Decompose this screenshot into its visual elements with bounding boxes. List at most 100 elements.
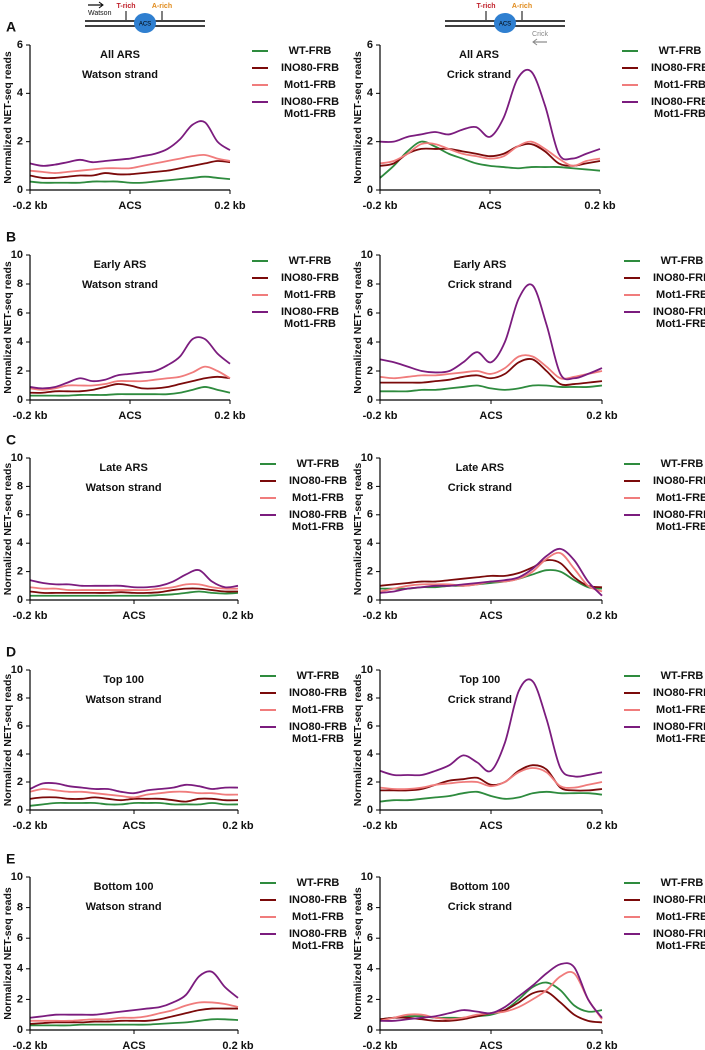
legend-entry: INO80-FRB [624,475,705,487]
legend-label: Mot1-FRB [656,492,705,504]
legend-swatch [624,675,640,677]
x-tick-label: 0.2 kb [222,820,253,832]
legend-label: Mot1-FRB [656,911,705,923]
legend-swatch [624,882,640,884]
legend-label: INO80-FRB [288,475,348,487]
x-tick-label: -0.2 kb [13,1040,48,1050]
x-tick-label: ACS [118,410,141,422]
legend-swatch [260,514,276,516]
legend-swatch [624,463,640,465]
y-tick-label: 2 [17,365,23,377]
chart-subtitle: Crick strand [447,69,511,81]
legend: WT-FRB INO80-FRB Mot1-FRB INO80-FRB Mot1-FR… [252,255,346,335]
crick-diagram [445,11,565,46]
series-line [29,153,231,174]
y-axis-label: Normalized NET-seq reads [352,463,364,596]
x-tick-label: -0.2 kb [363,200,398,212]
x-tick-label: -0.2 kb [363,410,398,422]
x-tick-label: -0.2 kb [13,610,48,622]
series-line [29,336,231,390]
series-line [30,1018,239,1027]
legend-swatch [622,101,638,103]
legend-swatch [260,709,276,711]
legend-swatch [260,882,276,884]
y-tick-label: 6 [367,39,373,51]
y-tick-label: 4 [17,748,24,760]
y-tick-label: 8 [17,278,23,290]
series-line [379,981,603,1021]
y-tick-label: 8 [367,278,373,290]
legend-swatch [260,916,276,918]
legend-swatch [252,260,268,262]
y-tick-label: 0 [367,804,373,816]
legend-entry: INO80-FRB Mot1-FRB [624,721,705,745]
legend-label: INO80-FRB Mot1-FRB [650,96,705,120]
legend-swatch [260,692,276,694]
legend-swatch [252,277,268,279]
legend-swatch [624,311,640,313]
chart-subtitle: Crick strand [448,279,512,291]
strand-label: Crick [532,31,548,38]
series-line [380,764,603,792]
legend-entry: Mot1-FRB [260,704,354,716]
y-tick-label: 0 [367,1024,373,1036]
legend-label: INO80-FRB Mot1-FRB [288,928,348,952]
strand-label: Watson [88,10,112,17]
chart-title: Bottom 100 [94,881,154,893]
plot [379,68,601,179]
plot [379,678,603,803]
strand-arrow-head [98,1,104,9]
legend: WT-FRB INO80-FRB Mot1-FRB INO80-FRB Mot1-FR… [624,255,705,335]
plot [29,336,231,397]
series-line [29,970,239,1019]
series-line [29,569,239,589]
x-tick-label: 0.2 kb [586,820,617,832]
legend-entry: WT-FRB [260,458,354,470]
x-tick-label: ACS [122,610,145,622]
y-axis-label: Normalized NET-seq reads [2,463,14,596]
y-tick-label: 10 [11,871,23,883]
series-line [29,583,239,592]
y-tick-label: 10 [11,664,23,676]
legend: WT-FRB INO80-FRB Mot1-FRB INO80-FRB Mot1-FR… [624,877,705,957]
y-tick-label: 0 [17,184,23,196]
legend-entry: WT-FRB [624,458,705,470]
legend: WT-FRB INO80-FRB Mot1-FRB INO80-FRB Mot1-FR… [260,458,354,538]
plot [29,781,239,807]
series-line [29,788,239,799]
series-line [379,283,603,381]
chart-subtitle: Watson strand [82,279,158,291]
legend-label: WT-FRB [660,877,704,889]
plot [379,283,603,393]
legend-swatch [260,726,276,728]
chart-subtitle: Watson strand [82,69,158,81]
y-tick-label: 4 [367,963,374,975]
series-line [29,796,239,803]
legend-label: INO80-FRB [652,894,705,906]
y-tick-label: 10 [11,249,23,261]
legend-label: INO80-FRB [280,272,340,284]
legend-entry: WT-FRB [624,670,705,682]
y-tick-label: 0 [367,184,373,196]
series-line [379,68,601,161]
legend-swatch [252,294,268,296]
y-axis-label: Normalized NET-seq reads [352,261,364,394]
chart-title: Top 100 [103,674,144,686]
legend-label: INO80-FRB [652,687,705,699]
series-line [29,175,231,184]
legend-label: WT-FRB [660,255,704,267]
y-tick-label: 6 [17,509,23,521]
legend-entry: INO80-FRB Mot1-FRB [624,509,705,533]
legend-label: INO80-FRB [652,475,705,487]
y-tick-label: 4 [367,336,374,348]
y-tick-label: 6 [17,307,23,319]
legend-swatch [260,497,276,499]
y-tick-label: 4 [17,963,24,975]
legend-swatch [624,294,640,296]
legend-swatch [260,480,276,482]
x-tick-label: ACS [118,200,141,212]
legend-swatch [624,692,640,694]
series-line [379,559,603,589]
legend-label: Mot1-FRB [654,79,705,91]
legend-swatch [624,709,640,711]
